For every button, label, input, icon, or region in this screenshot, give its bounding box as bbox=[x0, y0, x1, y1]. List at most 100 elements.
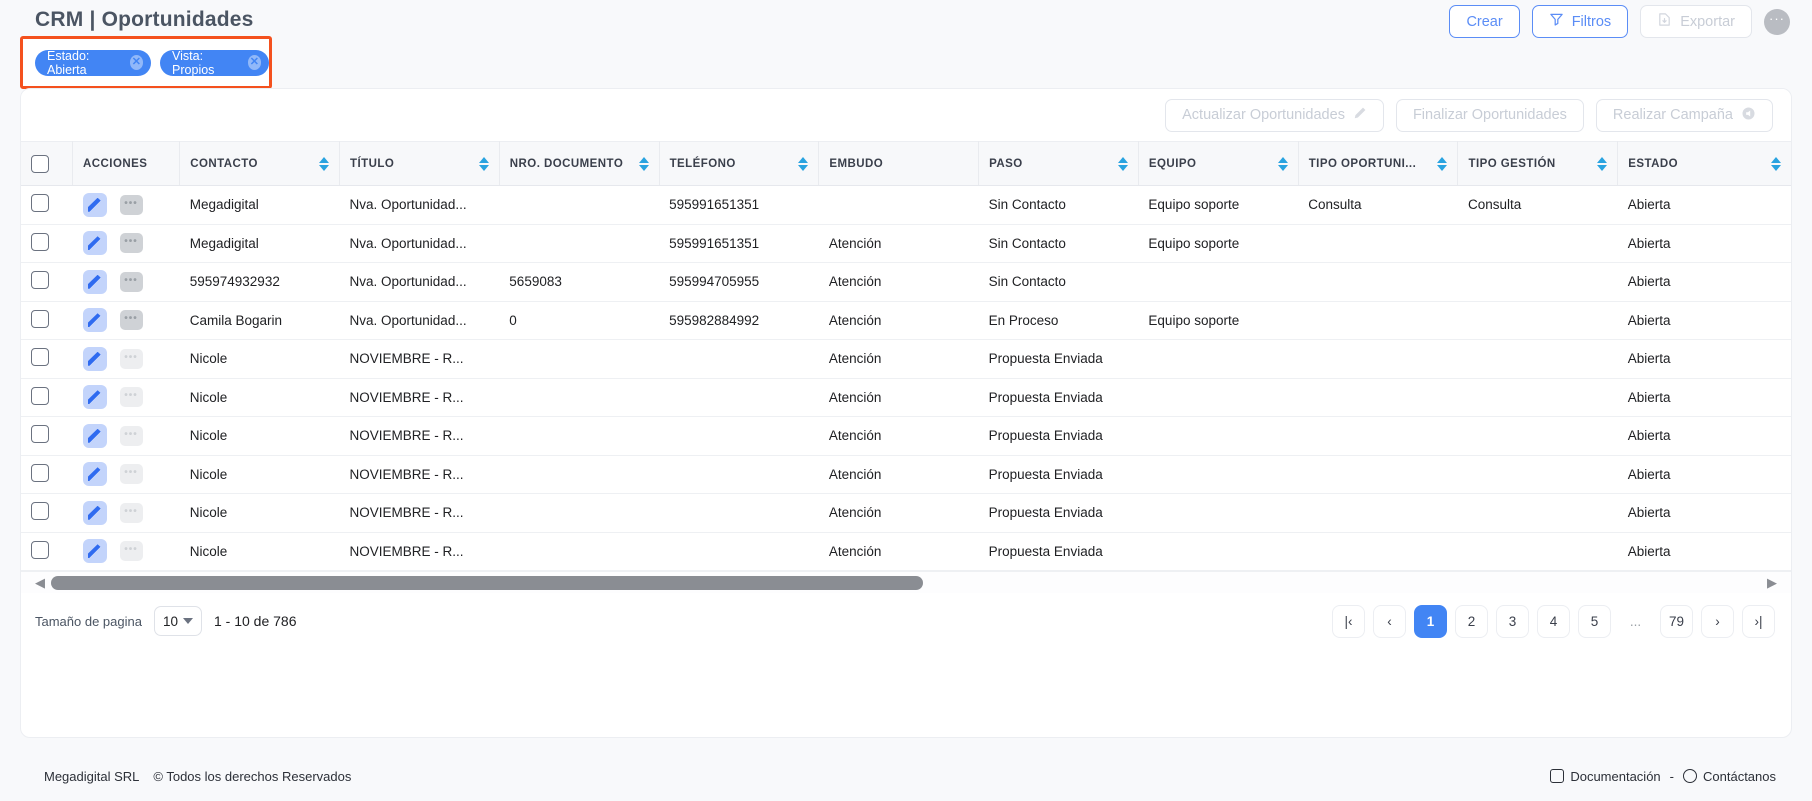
sort-descending-icon[interactable] bbox=[319, 164, 330, 171]
filters-button[interactable]: Filtros bbox=[1531, 5, 1629, 38]
sort-icon[interactable] bbox=[638, 156, 649, 171]
pagination-page-5[interactable]: 5 bbox=[1578, 604, 1611, 638]
table-row[interactable]: ••• Nicole NOVIEMBRE - R... Atención Propues… bbox=[21, 532, 1791, 571]
column-header-tipoges[interactable]: TIPO GESTIÓN bbox=[1457, 141, 1619, 186]
chat-icon[interactable]: ••• bbox=[119, 194, 143, 215]
export-button[interactable]: Exportar bbox=[1640, 5, 1752, 38]
column-header-equipo[interactable]: EQUIPO bbox=[1138, 141, 1299, 186]
column-header-tipoop[interactable]: TIPO OPORTUNI... bbox=[1298, 141, 1459, 186]
sort-descending-icon[interactable] bbox=[1117, 164, 1128, 171]
scroll-right-arrow-icon[interactable]: ▶ bbox=[1767, 574, 1777, 590]
contact-link[interactable]: Contáctanos bbox=[1683, 769, 1776, 784]
sort-icon[interactable] bbox=[319, 156, 330, 171]
table-row[interactable]: ••• Megadigital Nva. Oportunidad... 5959916… bbox=[21, 185, 1791, 225]
table-row[interactable]: ••• Megadigital Nva. Oportunidad... 5959916… bbox=[21, 224, 1791, 263]
table-row[interactable]: ••• Nicole NOVIEMBRE - R... Atención Propues… bbox=[21, 339, 1791, 379]
row-checkbox[interactable] bbox=[31, 232, 49, 251]
table-row[interactable]: ••• Nicole NOVIEMBRE - R... Atención Propues… bbox=[21, 378, 1791, 417]
column-header-paso[interactable]: PASO bbox=[978, 141, 1139, 186]
sort-ascending-icon[interactable] bbox=[1437, 156, 1448, 163]
sort-icon[interactable] bbox=[798, 156, 809, 171]
table-row[interactable]: ••• Nicole NOVIEMBRE - R... Atención Propues… bbox=[21, 455, 1791, 494]
sort-ascending-icon[interactable] bbox=[1597, 156, 1608, 163]
select-all-checkbox[interactable] bbox=[31, 154, 49, 173]
sort-descending-icon[interactable] bbox=[798, 164, 809, 171]
finalize-opportunities-button[interactable]: Finalizar Oportunidades bbox=[1395, 98, 1584, 132]
close-icon[interactable]: ✕ bbox=[247, 55, 261, 70]
edit-icon[interactable] bbox=[82, 385, 107, 410]
chat-icon[interactable]: ••• bbox=[119, 541, 143, 562]
more-options-button[interactable]: ··· bbox=[1764, 8, 1790, 35]
chat-icon[interactable]: ••• bbox=[119, 425, 143, 446]
pagination-next-button[interactable]: › bbox=[1701, 604, 1734, 638]
chat-icon[interactable]: ••• bbox=[119, 502, 143, 523]
edit-icon[interactable] bbox=[82, 346, 107, 371]
column-header-telefono[interactable]: TELÉFONO bbox=[659, 141, 820, 186]
sort-descending-icon[interactable] bbox=[1597, 164, 1608, 171]
sort-descending-icon[interactable] bbox=[478, 164, 489, 171]
scrollbar-track[interactable] bbox=[51, 575, 1761, 590]
sort-icon[interactable] bbox=[1771, 156, 1781, 171]
pagination-first-button[interactable]: |‹ bbox=[1332, 604, 1365, 638]
sort-icon[interactable] bbox=[1437, 156, 1448, 171]
sort-descending-icon[interactable] bbox=[1437, 164, 1448, 171]
sort-ascending-icon[interactable] bbox=[319, 156, 330, 163]
sort-ascending-icon[interactable] bbox=[798, 156, 809, 163]
page-size-select[interactable]: 10 bbox=[153, 606, 202, 636]
chat-icon[interactable]: ••• bbox=[119, 387, 143, 408]
update-opportunities-button[interactable]: Actualizar Oportunidades bbox=[1165, 98, 1384, 132]
edit-icon[interactable] bbox=[82, 308, 107, 333]
pagination-page-1[interactable]: 1 bbox=[1414, 604, 1447, 638]
sort-ascending-icon[interactable] bbox=[1117, 156, 1128, 163]
row-checkbox[interactable] bbox=[31, 425, 49, 444]
sort-descending-icon[interactable] bbox=[1771, 164, 1781, 171]
create-button[interactable]: Crear bbox=[1449, 5, 1520, 38]
filter-chip-vista[interactable]: Vista: Propios ✕ bbox=[160, 49, 269, 77]
filter-chip-estado[interactable]: Estado: Abierta ✕ bbox=[35, 49, 152, 77]
documentation-link[interactable]: Documentación bbox=[1550, 769, 1661, 784]
horizontal-scrollbar[interactable]: ◀ ▶ bbox=[21, 571, 1791, 593]
pagination-prev-button[interactable]: ‹ bbox=[1373, 604, 1406, 638]
sort-ascending-icon[interactable] bbox=[1277, 156, 1288, 163]
column-header-contacto[interactable]: CONTACTO bbox=[179, 141, 341, 186]
column-header-nrodoc[interactable]: NRO. DOCUMENTO bbox=[499, 141, 660, 186]
chat-icon[interactable]: ••• bbox=[119, 271, 143, 292]
chat-icon[interactable]: ••• bbox=[119, 233, 143, 254]
pagination-page-3[interactable]: 3 bbox=[1496, 604, 1529, 638]
sort-ascending-icon[interactable] bbox=[478, 156, 489, 163]
sort-icon[interactable] bbox=[1277, 156, 1288, 171]
sort-descending-icon[interactable] bbox=[638, 164, 649, 171]
row-checkbox[interactable] bbox=[31, 348, 49, 367]
pagination-page-2[interactable]: 2 bbox=[1455, 604, 1488, 638]
table-row[interactable]: ••• 595974932932 Nva. Oportunidad... 565908… bbox=[21, 262, 1791, 302]
row-checkbox[interactable] bbox=[31, 502, 49, 521]
table-row[interactable]: ••• Camila Bogarin Nva. Oportunidad... 0 595… bbox=[21, 301, 1791, 340]
edit-icon[interactable] bbox=[82, 462, 107, 487]
edit-icon[interactable] bbox=[82, 500, 107, 525]
sort-ascending-icon[interactable] bbox=[1771, 156, 1781, 163]
edit-icon[interactable] bbox=[82, 231, 107, 256]
row-checkbox[interactable] bbox=[31, 309, 49, 328]
pagination-last-button[interactable]: ›| bbox=[1742, 604, 1775, 638]
chat-icon[interactable]: ••• bbox=[119, 348, 143, 369]
sort-icon[interactable] bbox=[478, 156, 489, 171]
column-header-titulo[interactable]: TÍTULO bbox=[339, 141, 500, 186]
pagination-page-79[interactable]: 79 bbox=[1660, 604, 1693, 638]
pagination-page-4[interactable]: 4 bbox=[1537, 604, 1570, 638]
column-header-estado[interactable]: ESTADO bbox=[1617, 141, 1791, 186]
edit-icon[interactable] bbox=[82, 539, 107, 564]
row-checkbox[interactable] bbox=[31, 386, 49, 405]
close-icon[interactable]: ✕ bbox=[129, 55, 144, 70]
table-row[interactable]: ••• Nicole NOVIEMBRE - R... Atención Propues… bbox=[21, 416, 1791, 456]
row-checkbox[interactable] bbox=[31, 540, 49, 559]
sort-descending-icon[interactable] bbox=[1277, 164, 1288, 171]
row-checkbox[interactable] bbox=[31, 271, 49, 290]
chat-icon[interactable]: ••• bbox=[119, 464, 143, 485]
edit-icon[interactable] bbox=[82, 423, 107, 448]
edit-icon[interactable] bbox=[82, 269, 107, 294]
chat-icon[interactable]: ••• bbox=[119, 310, 143, 331]
edit-icon[interactable] bbox=[82, 192, 107, 217]
row-checkbox[interactable] bbox=[31, 194, 49, 213]
row-checkbox[interactable] bbox=[31, 463, 49, 482]
scroll-left-arrow-icon[interactable]: ◀ bbox=[35, 574, 45, 590]
